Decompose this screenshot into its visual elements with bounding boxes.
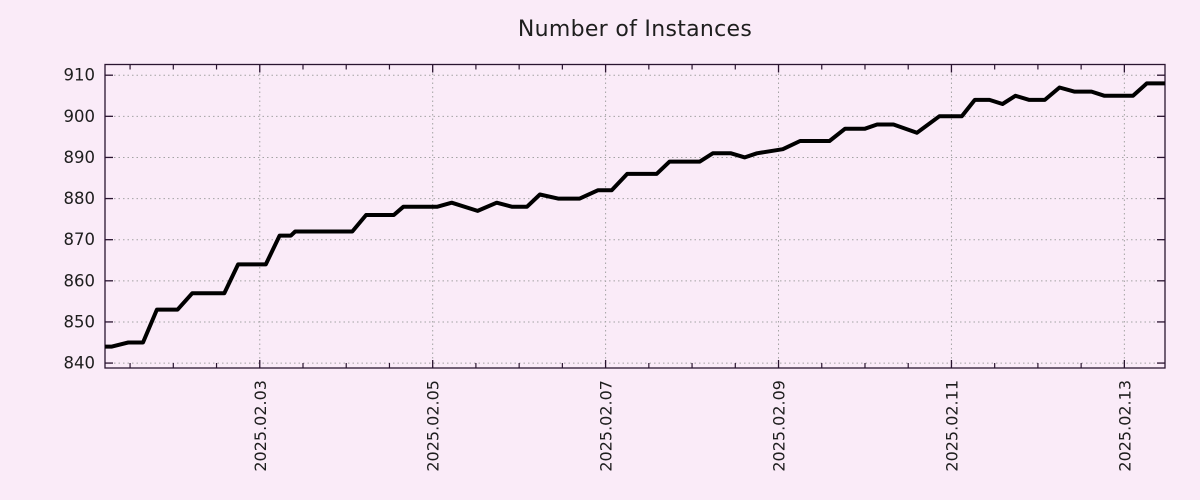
x-tick-label: 2025.02.05: [424, 380, 443, 472]
tick-labels: 840 850 860 870 880 890 900 910 2025.02.03 2025.0…: [64, 66, 1135, 472]
gridlines: [105, 64, 1165, 368]
series-lines: [105, 81, 1165, 349]
y-tick-label: 880: [64, 189, 96, 208]
y-tick-label: 890: [64, 148, 96, 167]
tick-marks: [105, 64, 1165, 368]
y-tick-label: 850: [64, 312, 96, 331]
x-tick-label: 2025.02.13: [1115, 380, 1134, 472]
y-tick-label: 870: [64, 230, 96, 249]
y-tick-label: 910: [64, 66, 96, 85]
axes: [104, 63, 1166, 369]
y-tick-label: 840: [64, 354, 96, 373]
y-tick-label: 900: [64, 107, 96, 126]
y-tick-label: 860: [64, 271, 96, 290]
x-tick-label: 2025.02.11: [942, 380, 961, 472]
chart-title: Number of Instances: [517, 17, 753, 42]
x-tick-label: 2025.02.03: [251, 380, 270, 472]
x-tick-label: 2025.02.09: [770, 380, 789, 472]
x-tick-label: 2025.02.07: [597, 380, 616, 472]
plot-border: [104, 63, 1166, 369]
series-line-instances: [105, 81, 1165, 349]
